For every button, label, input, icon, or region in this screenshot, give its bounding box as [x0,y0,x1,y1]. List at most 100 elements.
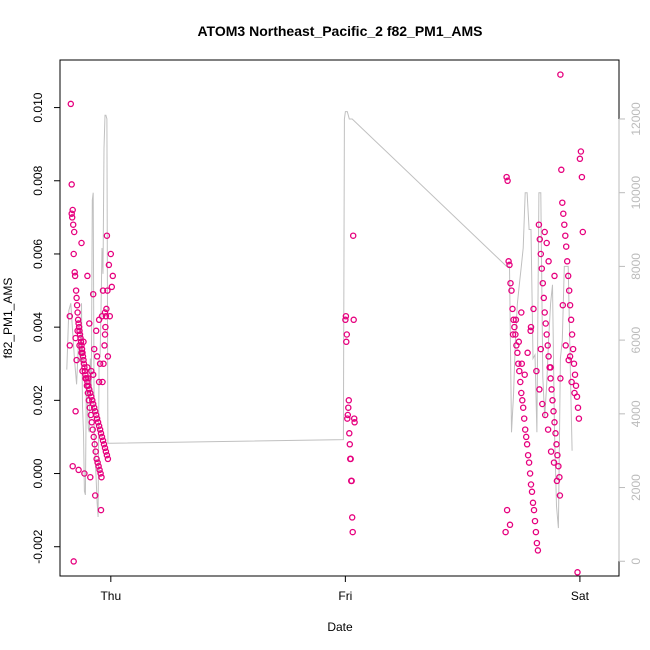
data-point [543,331,550,338]
data-point [95,378,103,386]
data-point [349,528,356,536]
data-point [79,367,86,375]
data-point [100,360,107,367]
data-point [86,320,93,327]
data-point [346,430,353,437]
data-point [87,473,94,481]
data-point [98,473,105,481]
data-point [76,342,83,349]
data-point [85,397,93,404]
data-point [562,232,569,239]
data-point [518,309,525,316]
data-point [551,272,558,280]
data-point [509,305,516,313]
data-point [101,331,109,338]
data-point [102,323,109,331]
data-point [514,349,521,357]
data-point [521,426,529,433]
data-point [574,404,582,411]
data-point [348,477,355,485]
data-point [68,210,75,217]
data-point [98,433,106,441]
data-point [541,411,549,419]
data-point [96,360,104,367]
data-point [547,364,554,371]
data-point [101,444,109,452]
data-point [346,441,354,448]
data-point [342,316,349,324]
x-tick-label: Thu [100,589,121,603]
data-point [344,411,352,419]
data-point [96,426,104,433]
data-point [99,287,107,294]
data-point [96,466,103,474]
data-point [70,228,78,236]
data-point [349,232,357,239]
data-point [537,250,545,258]
data-point [516,367,523,375]
data-point [347,455,354,463]
data-point [579,228,587,236]
altitude-line-layer [66,111,573,529]
data-point [88,419,96,426]
data-point [537,345,545,353]
data-point [557,375,564,382]
data-point [518,389,525,397]
data-point [89,400,97,408]
data-point [72,287,80,294]
y-axis-label: f82_PM1_AMS [1,278,15,359]
data-point [562,243,570,250]
data-point [529,499,537,507]
data-point [82,375,89,382]
data-point [565,356,572,364]
data-point [544,342,551,349]
data-point [575,415,583,422]
data-point [562,342,569,349]
chart-title: ATOM3 Northeast_Pacific_2 f82_PM1_AMS [197,23,482,39]
data-point [101,342,108,349]
data-point [512,331,519,338]
data-point [89,426,96,433]
data-point [572,382,580,389]
data-point [539,400,546,408]
data-point [101,309,109,316]
data-point [350,415,358,422]
data-point [345,397,353,404]
data-point [519,397,526,404]
data-point [73,301,81,309]
data-point [557,71,564,78]
data-point [535,221,543,228]
data-point [554,451,561,459]
y-tick-label: -0.002 [31,529,45,563]
data-point [563,258,571,265]
data-point [97,470,104,477]
data-point [80,356,87,364]
data-point [559,199,566,206]
data-point [74,309,81,316]
data-point [550,408,557,415]
data-point [527,323,535,331]
data-point [502,528,509,536]
data-point [343,331,351,338]
data-point [77,338,85,346]
data-point [520,415,528,422]
data-point [507,279,514,287]
data-point [560,210,567,217]
data-point [70,250,77,258]
data-point [568,378,575,386]
data-point [93,353,101,360]
y-tick-label: 0.008 [31,165,45,195]
data-point [81,470,88,477]
data-point [506,521,514,529]
data-point [79,353,87,360]
data-point [99,378,106,386]
y-tick-label: 0.004 [31,312,45,342]
data-point [512,316,520,324]
data-point [517,378,524,386]
data-point [105,261,113,269]
y2-tick-label: 4000 [629,400,643,427]
data-point [515,338,523,346]
points-layer [66,71,587,576]
